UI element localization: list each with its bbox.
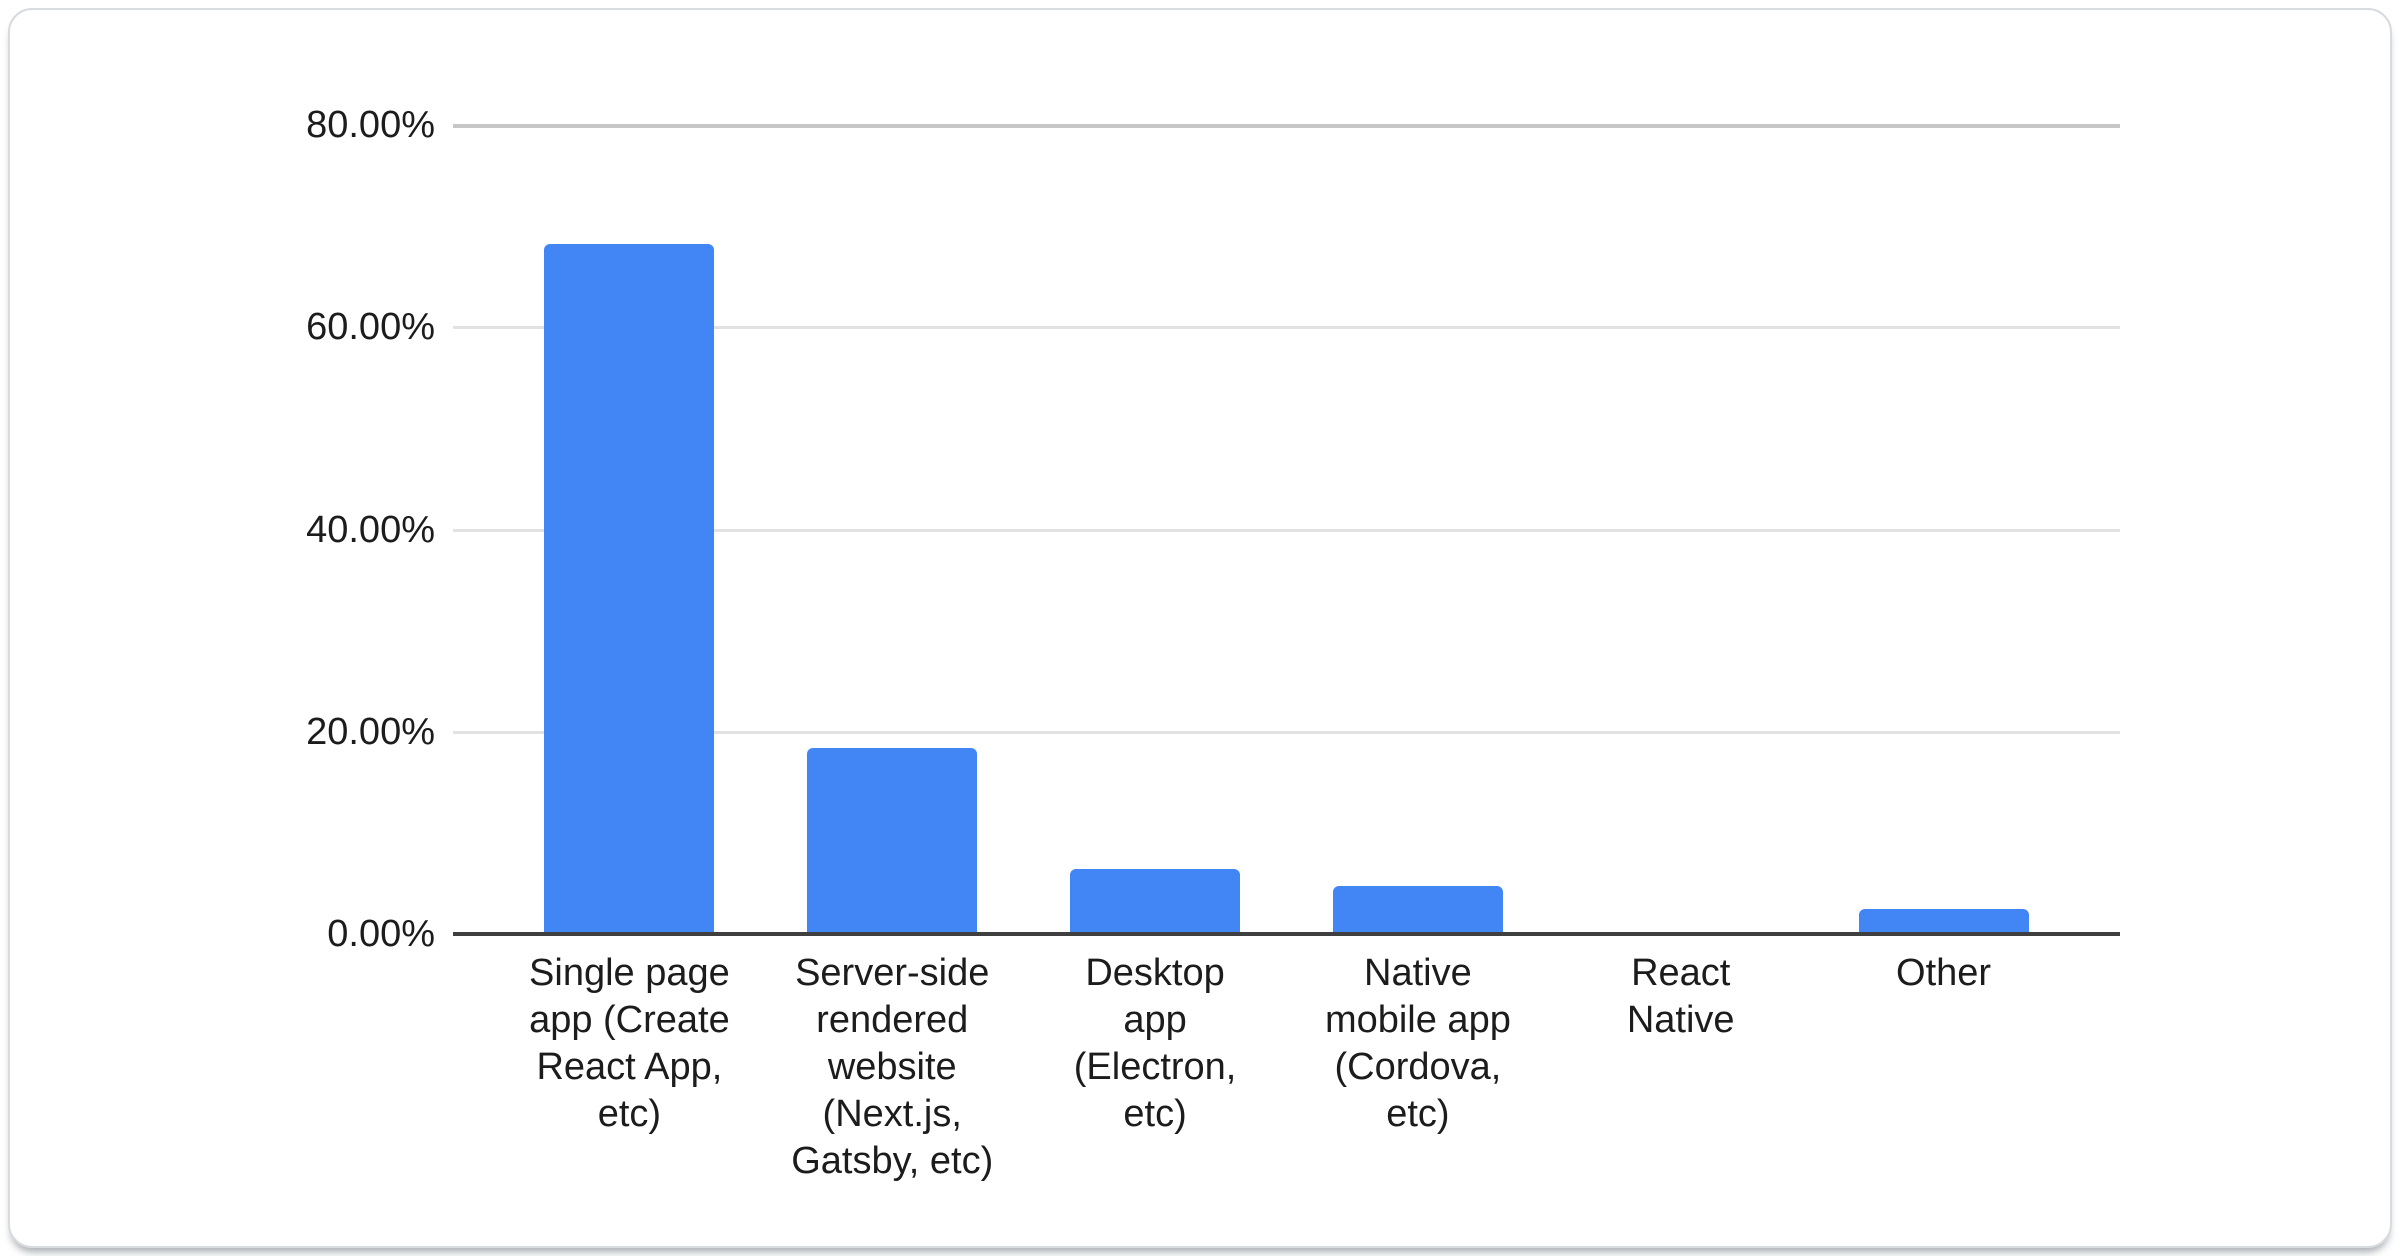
chart-card: 80.00% 60.00% 40.00% 20.00% 0.00% Single pag… (8, 8, 2392, 1248)
gridline (453, 326, 2120, 330)
bar-slot (498, 125, 761, 934)
y-tick-label: 40.00% (306, 508, 435, 551)
bar (1858, 908, 2029, 934)
x-category-label: Single page app (Create React App, etc) (529, 952, 730, 1135)
x-label-slot: Single page app (Create React App, etc) (498, 950, 761, 1185)
x-category-label: Native mobile app (Cordova, etc) (1324, 952, 1511, 1135)
y-axis: 80.00% 60.00% 40.00% 20.00% 0.00% (10, 104, 435, 955)
plot-area (453, 124, 2120, 936)
y-tick-label: 0.00% (327, 913, 435, 955)
bars-row (498, 125, 2075, 934)
bar-slot (1024, 125, 1287, 934)
x-axis-labels: Single page app (Create React App, etc) S… (498, 950, 2075, 1185)
x-label-slot: Desktop app (Electron, etc) (1024, 950, 1287, 1185)
gridline (453, 528, 2120, 532)
y-tick-label: 80.00% (306, 104, 435, 146)
bar (1332, 886, 1503, 934)
bar (1070, 869, 1241, 934)
bar (544, 244, 715, 934)
gridline (453, 730, 2120, 734)
x-label-slot: React Native (1549, 950, 1812, 1185)
bar-slot (1286, 125, 1549, 934)
bar-slot (1812, 125, 2075, 934)
x-label-slot: Other (1812, 950, 2075, 1185)
bar-slot (1549, 125, 1812, 934)
gridline (453, 124, 2120, 128)
x-category-label: React Native (1626, 952, 1735, 1041)
bar-slot (761, 125, 1024, 934)
x-label-slot: Native mobile app (Cordova, etc) (1286, 950, 1549, 1185)
y-tick-label: 20.00% (306, 710, 435, 753)
x-category-label: Other (1896, 952, 1992, 994)
x-axis-line (453, 932, 2120, 936)
x-category-label: Server-side rendered website (Next.js, G… (791, 952, 994, 1182)
x-category-label: Desktop app (Electron, etc) (1073, 952, 1237, 1135)
bar (807, 747, 978, 934)
y-tick-label: 60.00% (306, 306, 435, 349)
x-label-slot: Server-side rendered website (Next.js, G… (761, 950, 1024, 1185)
